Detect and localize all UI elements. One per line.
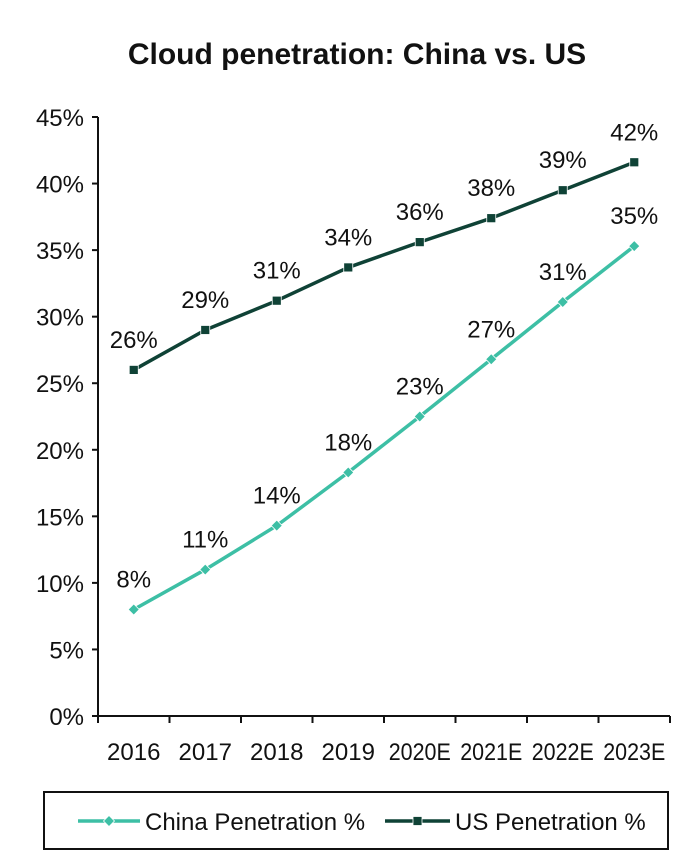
chart-title: Cloud penetration: China vs. US (128, 38, 586, 71)
data-point (557, 185, 568, 196)
data-label: 11% (182, 527, 228, 554)
data-label: 36% (396, 199, 444, 226)
data-point (127, 603, 140, 616)
data-label: 14% (253, 483, 301, 510)
legend-marker (102, 814, 116, 828)
y-tick-label: 20% (36, 438, 84, 465)
y-tick-label: 25% (36, 371, 84, 398)
data-label: 42% (610, 119, 658, 146)
legend-marker (412, 816, 423, 826)
data-label: 8% (116, 567, 151, 594)
data-label: 29% (181, 287, 229, 314)
x-tick-label: 2018 (250, 739, 303, 766)
y-tick-label: 10% (36, 571, 84, 598)
y-tick-label: 30% (36, 305, 84, 332)
data-labels: 8% 11% 14% 18% 23% 27% 31% 35% 26% 29% 31% 34% 36% 38… (110, 119, 659, 593)
data-point (486, 213, 497, 224)
y-tick-label: 45% (36, 105, 84, 132)
axes: 0% 5% 10% 15% 20% 25% 30% 35% 40% 45% 2016 2017 2018… (36, 105, 671, 766)
data-label: 39% (539, 147, 587, 174)
data-label: 23% (396, 374, 444, 401)
series-china (127, 240, 641, 616)
legend: China Penetration % US Penetration % (43, 791, 669, 850)
series-line (132, 160, 635, 372)
legend-item-us: US Penetration % (385, 809, 646, 836)
series-us (128, 157, 640, 375)
data-label: 18% (324, 429, 372, 456)
series-layer (127, 157, 641, 616)
data-point (342, 466, 355, 479)
legend-item-china: China Penetration % (78, 809, 365, 836)
data-point (556, 295, 569, 309)
x-tick-label: 2022E (532, 739, 594, 766)
data-label: 35% (610, 203, 658, 230)
data-label: 26% (110, 327, 158, 354)
legend-label: US Penetration % (455, 809, 646, 836)
x-tick-label: 2020E (389, 739, 451, 766)
series-line (132, 244, 636, 612)
data-label: 31% (253, 258, 301, 285)
y-tick-label: 35% (36, 238, 84, 265)
data-point (629, 157, 640, 168)
data-point (199, 563, 212, 576)
y-tick-label: 0% (49, 704, 84, 731)
y-tick-label: 15% (36, 504, 84, 531)
x-tick-label: 2017 (179, 739, 232, 766)
data-point (343, 262, 354, 273)
data-label: 34% (324, 224, 372, 251)
data-point (200, 325, 211, 335)
data-point (485, 353, 498, 366)
data-point (270, 519, 283, 532)
legend-label: China Penetration % (145, 809, 365, 836)
data-label: 27% (467, 316, 515, 343)
data-point (128, 365, 139, 375)
legend-box (43, 791, 669, 850)
y-tick-label: 5% (49, 637, 84, 664)
data-label: 38% (467, 175, 515, 202)
data-point (628, 240, 641, 253)
y-tick-label: 40% (36, 172, 84, 199)
x-tick-label: 2016 (107, 739, 160, 766)
data-point (414, 237, 425, 248)
x-tick-label: 2019 (322, 739, 375, 766)
data-point (271, 295, 282, 306)
x-tick-label: 2021E (460, 739, 522, 766)
data-point (413, 410, 426, 423)
data-label: 31% (539, 259, 587, 286)
x-tick-label: 2023E (603, 739, 665, 766)
